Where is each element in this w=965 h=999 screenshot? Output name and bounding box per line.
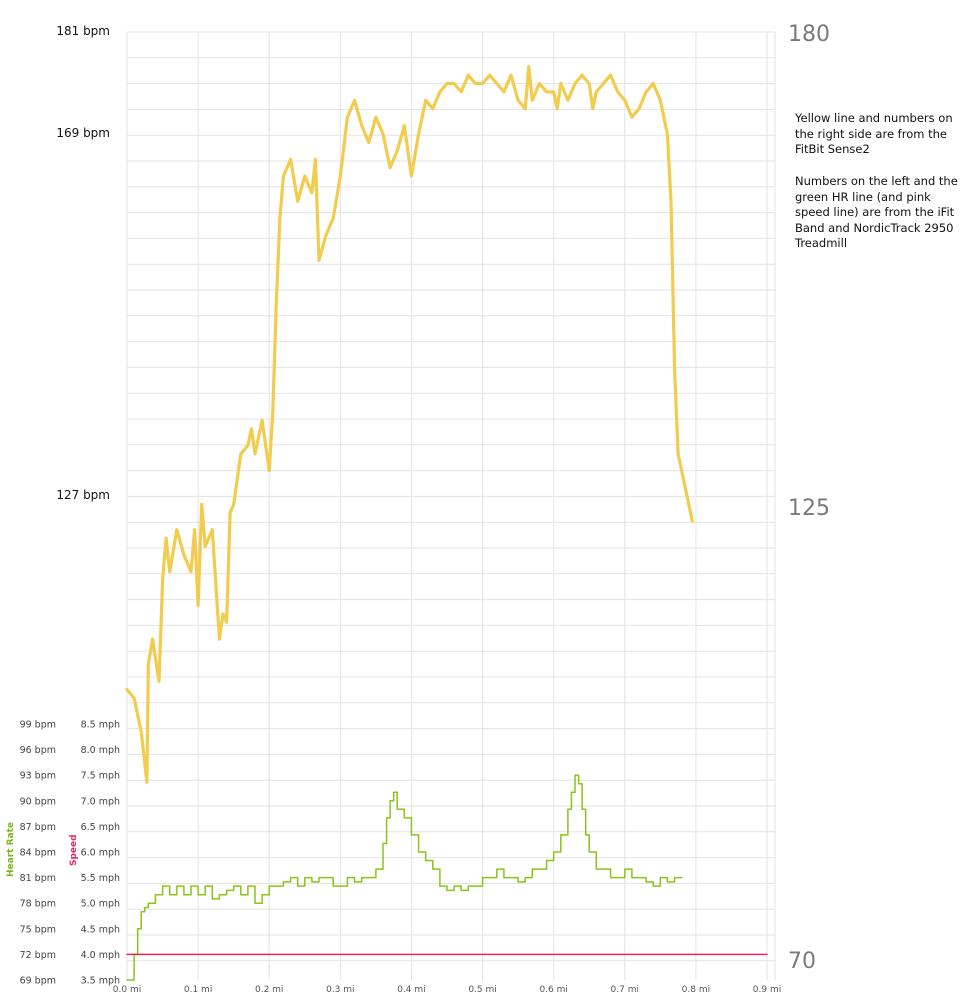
x-tick-label: 0.9 mi xyxy=(753,985,781,995)
left-bpm-label: 169 bpm xyxy=(56,126,110,140)
left-bpm-label: 127 bpm xyxy=(56,488,110,502)
annotation-fitbit: Yellow line and numbers on the right sid… xyxy=(795,111,953,156)
speed-tick-label: 7.0 mph xyxy=(81,796,120,807)
speed-tick-label: 6.0 mph xyxy=(81,848,120,859)
speed-tick-label: 4.0 mph xyxy=(81,950,120,961)
x-tick-label: 0.4 mi xyxy=(397,985,425,995)
x-tick-label: 0.6 mi xyxy=(539,985,567,995)
annotation-ifit: Numbers on the left and the green HR lin… xyxy=(795,174,958,250)
axis-labels: 0.0 mi 0.1 mi 0.2 mi 0.3 mi 0.4 mi 0.5 mi 0.6 … xyxy=(6,22,830,995)
heart-rate-tick-label: 78 bpm xyxy=(20,899,56,910)
x-tick-label: 0.2 mi xyxy=(255,985,283,995)
heart-rate-tick-label: 93 bpm xyxy=(20,771,56,782)
heart-rate-tick-label: 96 bpm xyxy=(20,745,56,756)
grid-lines xyxy=(126,31,776,980)
x-tick-label: 0.3 mi xyxy=(326,985,354,995)
heart-rate-tick-label: 75 bpm xyxy=(20,924,56,935)
heart-rate-tick-label: 99 bpm xyxy=(20,720,56,731)
speed-tick-label: 4.5 mph xyxy=(81,924,120,935)
x-tick-label: 0.8 mi xyxy=(682,985,710,995)
fitbit-hr-line xyxy=(125,65,694,784)
x-tick-label: 0.1 mi xyxy=(184,985,212,995)
heart-rate-tick-label: 81 bpm xyxy=(20,873,56,884)
ifit-hr-line xyxy=(126,774,683,981)
speed-tick-label: 5.0 mph xyxy=(81,899,120,910)
heart-rate-tick-label: 69 bpm xyxy=(20,976,56,987)
heart-rate-tick-label: 84 bpm xyxy=(20,848,56,859)
x-tick-label: 0.7 mi xyxy=(611,985,639,995)
x-tick-label: 0.0 mi xyxy=(113,985,141,995)
left-bpm-label: 181 bpm xyxy=(56,24,110,38)
speed-axis-label: Speed xyxy=(69,834,79,866)
heart-rate-tick-label: 87 bpm xyxy=(20,822,56,833)
speed-tick-label: 8.0 mph xyxy=(81,745,120,756)
speed-tick-label: 7.5 mph xyxy=(81,771,120,782)
heart-rate-tick-label: 72 bpm xyxy=(20,950,56,961)
heart-rate-tick-label: 90 bpm xyxy=(20,796,56,807)
speed-tick-label: 6.5 mph xyxy=(81,822,120,833)
speed-tick-label: 5.5 mph xyxy=(81,873,120,884)
x-tick-label: 0.5 mi xyxy=(468,985,496,995)
right-bpm-label: 180 xyxy=(788,22,830,47)
right-bpm-label: 70 xyxy=(788,949,816,974)
series-lines xyxy=(125,65,768,981)
speed-tick-label: 3.5 mph xyxy=(81,976,120,987)
heart-rate-axis-label: Heart Rate xyxy=(6,822,16,877)
right-bpm-label: 125 xyxy=(788,496,830,521)
speed-tick-label: 8.5 mph xyxy=(81,720,120,731)
